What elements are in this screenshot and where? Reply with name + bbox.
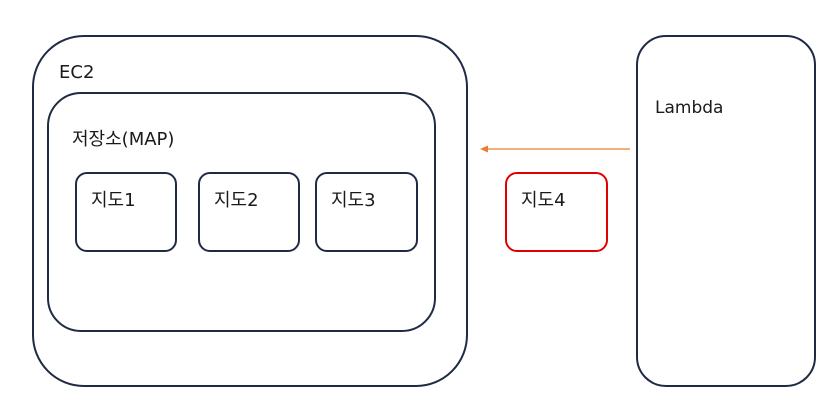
lambda-container: [636, 35, 816, 387]
storage-label: 저장소(MAP): [72, 129, 175, 150]
map-box-2: 지도2: [198, 172, 300, 252]
map-label-3: 지도3: [331, 190, 376, 211]
lambda-label: Lambda: [655, 98, 724, 118]
map-box-3: 지도3: [315, 172, 418, 252]
ec2-label: EC2: [59, 62, 95, 83]
map-box-1: 지도1: [75, 172, 177, 252]
arrow-head: [480, 145, 488, 153]
map-label-2: 지도2: [214, 190, 259, 211]
arrow-lambda-to-ec2: [480, 145, 630, 153]
map-label-1: 지도1: [91, 190, 136, 211]
map-box-4: 지도4: [505, 172, 608, 252]
map-label-4: 지도4: [521, 190, 566, 211]
